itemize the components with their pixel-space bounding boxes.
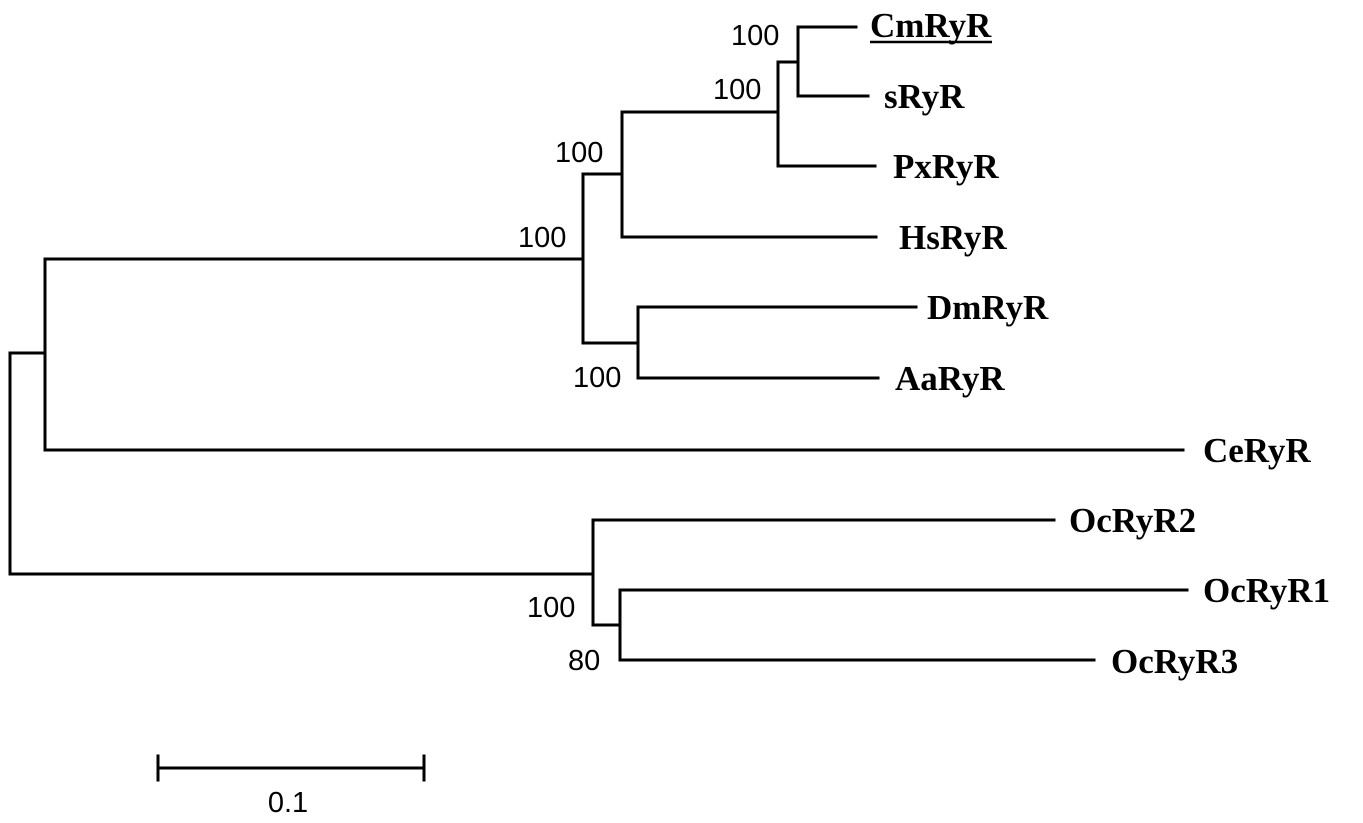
bootstrap-insects: 100 (518, 222, 566, 254)
tree-branches (8, 25, 1189, 662)
taxon-label-ocryr2: OcRyR2 (1069, 501, 1196, 540)
bootstrap-lepidoptera-hsryr: 100 (555, 137, 603, 169)
bootstrap-values: 100 100 100 100 100 100 80 (518, 20, 779, 677)
bootstrap-cmryr-sryr-pxryr: 100 (713, 74, 761, 106)
taxon-label-hsryr: HsRyR (899, 218, 1007, 257)
taxon-label-aaryr: AaRyR (895, 359, 1005, 398)
taxon-label-sryr: sRyR (884, 77, 965, 116)
taxon-label-pxryr: PxRyR (893, 147, 999, 186)
bootstrap-diptera: 100 (573, 362, 621, 394)
taxon-label-dmryr: DmRyR (927, 288, 1049, 327)
taxon-label-cmryr: CmRyR (870, 6, 992, 45)
bootstrap-ocryr-all: 100 (527, 592, 575, 624)
taxon-label-ocryr1: OcRyR1 (1203, 571, 1330, 610)
taxon-label-ceryr: CeRyR (1203, 431, 1311, 470)
scale-bar-label: 0.1 (268, 787, 308, 819)
scale-bar: 0.1 (156, 754, 426, 819)
taxon-labels: CmRyR sRyR PxRyR HsRyR DmRyR AaRyR CeRyR… (870, 6, 1330, 681)
bootstrap-cmryr-sryr: 100 (731, 20, 779, 52)
taxon-label-ocryr3: OcRyR3 (1111, 642, 1238, 681)
bootstrap-ocryr1-ocryr3: 80 (568, 645, 600, 677)
